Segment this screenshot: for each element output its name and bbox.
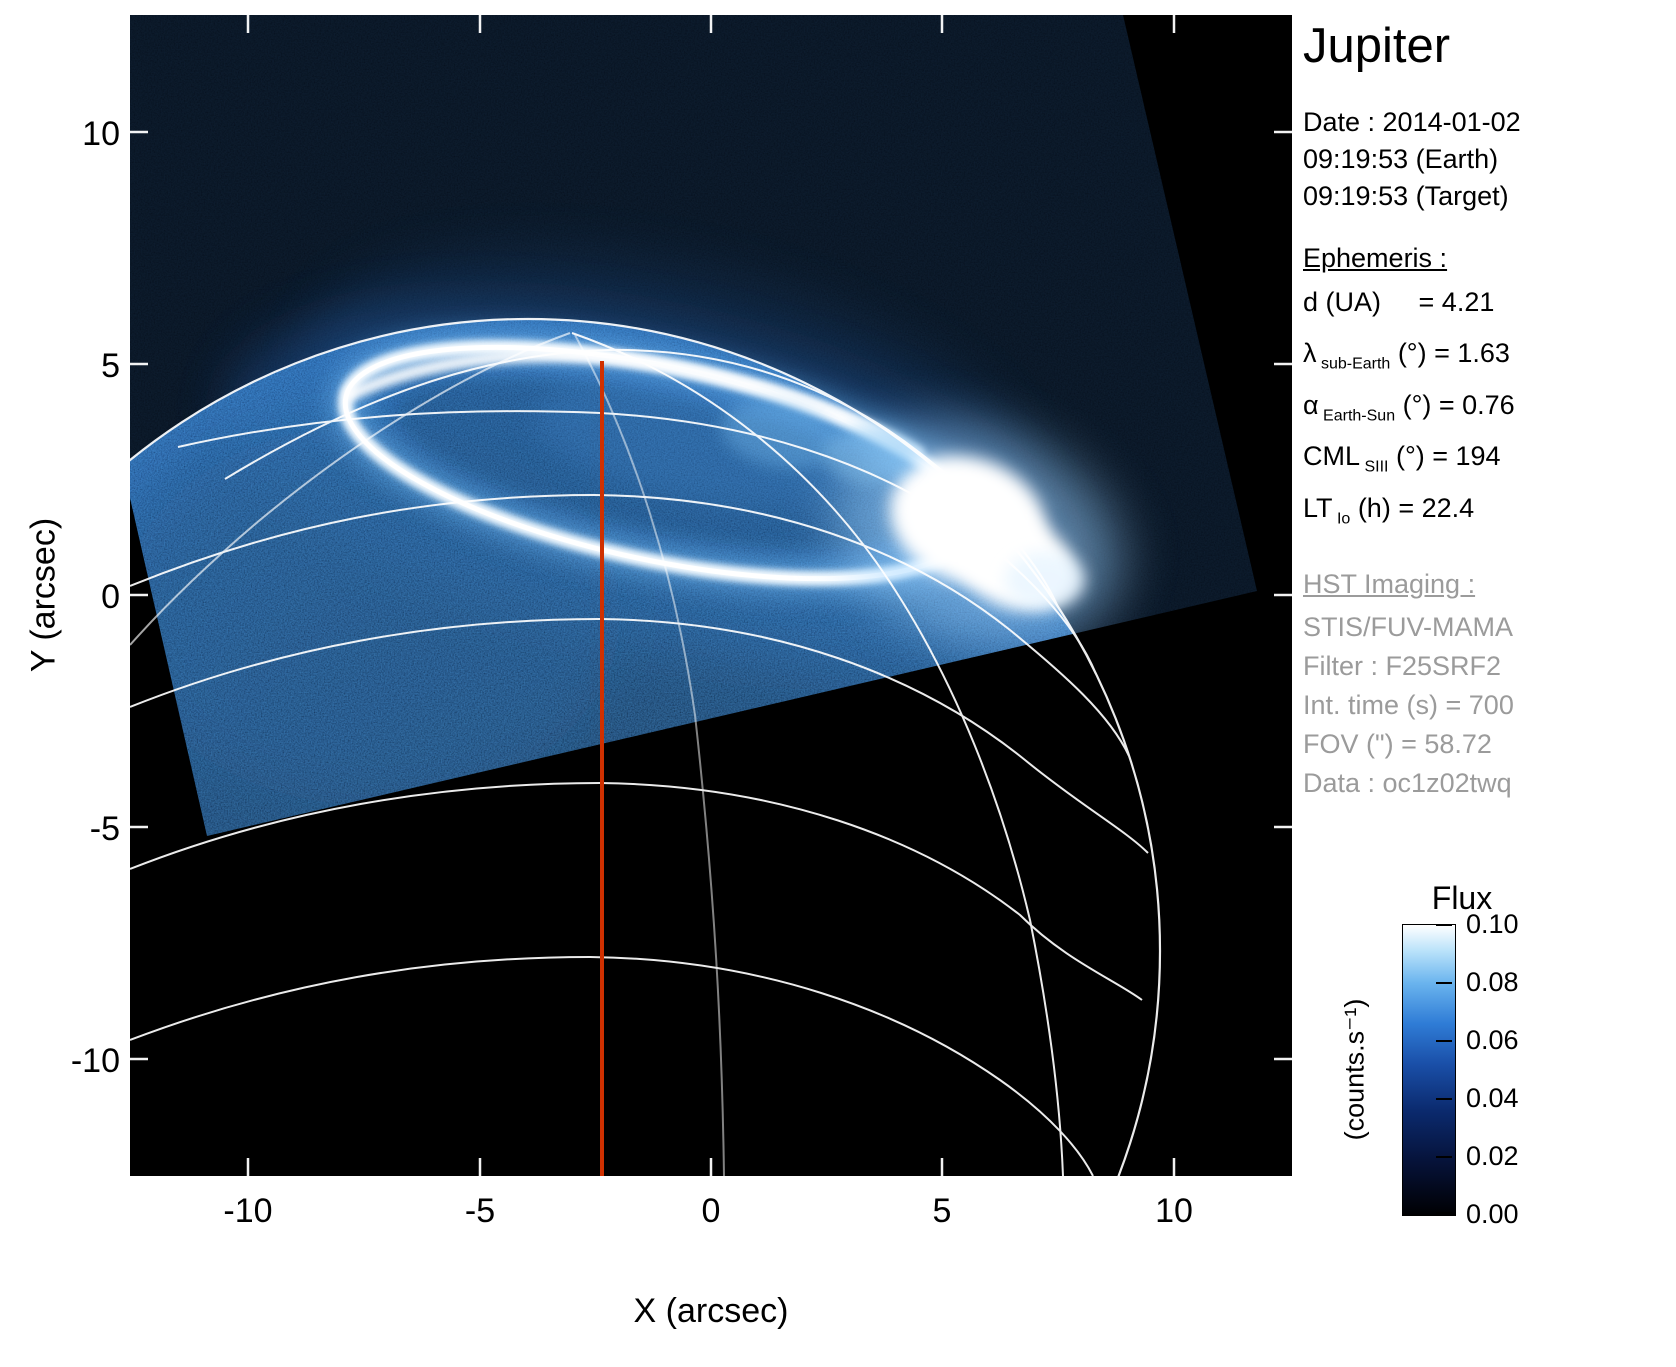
ephemeris-subscript: SIII [1360, 458, 1389, 476]
obs-earth-time: 09:19:53 (Earth) [1303, 144, 1499, 174]
colorbar-tick-label: 0.08 [1466, 967, 1519, 997]
colorbar-tick-label: 0.10 [1466, 909, 1519, 939]
y-tick-label: 0 [101, 578, 120, 616]
x-axis-title: X (arcsec) [633, 1292, 789, 1330]
x-tick-label: -10 [223, 1192, 273, 1230]
x-tick-label: 0 [701, 1192, 721, 1230]
latitude-line [130, 955, 1094, 1176]
hst-row: Int. time (s) = 700 [1303, 689, 1514, 720]
ephemeris-symbol: λ [1303, 338, 1317, 369]
meridian-line [130, 332, 571, 646]
latitude-line [130, 493, 1130, 757]
latitude-line [130, 781, 1143, 1001]
aurora-image [130, 15, 1292, 1176]
y-axis-title: Y (arcsec) [24, 517, 63, 673]
colorbar-units-label: (counts.s⁻¹) [1339, 998, 1370, 1141]
colorbar-tick-label: 0.02 [1466, 1141, 1519, 1171]
colorbar-tick [1436, 1098, 1452, 1100]
hst-header: HST Imaging : [1303, 568, 1476, 599]
limb-arc [130, 318, 1161, 1176]
colorbar-tick [1436, 982, 1452, 984]
x-tick-label: 5 [932, 1192, 952, 1230]
ephemeris-value: (°) = 1.63 [1390, 338, 1510, 369]
ephemeris-block: Ephemeris : d (UA) = 4.21 λ sub-Earth (°… [1303, 243, 1673, 539]
ephemeris-value: (°) = 0.76 [1395, 389, 1515, 420]
ephemeris-row: LT Io (h) = 22.4 [1303, 488, 1673, 539]
ephemeris-symbol: d [1303, 287, 1319, 317]
colorbar-gradient [1402, 924, 1456, 1216]
y-tick-label: 10 [82, 115, 120, 153]
obs-target-time: 09:19:53 (Target) [1303, 181, 1509, 211]
ephemeris-value: (h) = 22.4 [1350, 492, 1475, 523]
meridian-line [574, 334, 725, 1176]
ephemeris-subscript: Earth-Sun [1318, 407, 1396, 425]
y-tick-label: -10 [70, 1042, 120, 1080]
ephemeris-header: Ephemeris : [1303, 243, 1448, 273]
ephemeris-row: d (UA) = 4.21 [1303, 282, 1673, 333]
ephemeris-row: α Earth-Sun (°) = 0.76 [1303, 385, 1673, 436]
info-panel: Jupiter Date : 2014-01-02 09:19:53 (Eart… [1303, 20, 1673, 803]
ephemeris-subscript: Io [1332, 509, 1351, 527]
ephemeris-symbol: α [1303, 389, 1319, 420]
axis-ticks [130, 15, 1292, 1176]
ephemeris-value: (°) = 194 [1388, 441, 1501, 472]
observation-times: Date : 2014-01-02 09:19:53 (Earth) 09:19… [1303, 104, 1673, 215]
x-tick-label: -5 [464, 1192, 496, 1230]
hst-row: STIS/FUV-MAMA [1303, 611, 1514, 642]
flux-colorbar: Flux 0.10 0.08 0.06 0.04 0.02 0.00 (coun… [1340, 880, 1676, 1320]
hst-row: FOV (") = 58.72 [1303, 728, 1492, 759]
y-tick-label: 5 [101, 347, 120, 385]
ephemeris-subscript: sub-Earth [1316, 355, 1391, 373]
ephemeris-row: CML SIII (°) = 194 [1303, 436, 1673, 487]
latitude-line [130, 617, 1149, 854]
colorbar-tick [1436, 1156, 1452, 1158]
oval-bright-arc [343, 349, 926, 461]
x-tick-label: 10 [1155, 1192, 1193, 1230]
latitude-line [224, 348, 1059, 608]
colorbar-tick [1436, 924, 1452, 926]
hst-row: Filter : F25SRF2 [1303, 650, 1502, 681]
planet-graticule [130, 318, 1161, 1176]
ephemeris-symbol: CML [1303, 441, 1361, 472]
ephemeris-symbol: LT [1303, 492, 1333, 523]
colorbar-tick-label: 0.06 [1466, 1025, 1519, 1055]
latitude-line [177, 410, 1097, 675]
colorbar-title: Flux [1431, 880, 1493, 916]
ephemeris-value: (UA) = 4.21 [1318, 287, 1495, 317]
ephemeris-row: λ sub-Earth (°) = 1.63 [1303, 333, 1673, 384]
colorbar-tick [1436, 1040, 1452, 1042]
obs-date: Date : 2014-01-02 [1303, 107, 1521, 137]
y-tick-label: -5 [89, 810, 120, 848]
colorbar-tick-label: 0.00 [1466, 1199, 1519, 1229]
hst-row: Data : oc1z02twq [1303, 767, 1512, 798]
aurora-image-plot [130, 15, 1292, 1176]
page-title: Jupiter [1303, 19, 1451, 73]
colorbar-tick-label: 0.04 [1466, 1083, 1519, 1113]
meridian-line [571, 332, 1064, 1176]
colorbar-tick [1436, 1212, 1452, 1214]
hst-imaging-block: HST Imaging : STIS/FUV-MAMA Filter : F25… [1303, 569, 1673, 803]
